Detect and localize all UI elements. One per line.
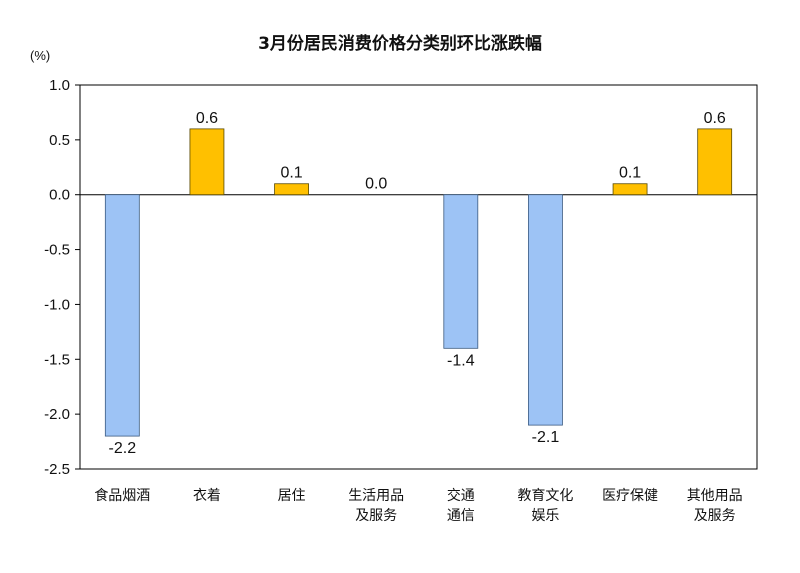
data-label: 0.6 [196,110,218,127]
data-label: 0.0 [365,176,387,193]
data-label: -2.2 [109,440,137,457]
data-label: 0.1 [280,165,302,182]
data-labels: -2.2 0.6 0.1 0.0 -1.4 -2.1 0.1 0.6 [109,110,726,457]
bar [443,194,479,349]
y-tick-label: -2.0 [44,406,70,423]
y-tick-label: -0.5 [44,242,70,259]
category-label: 医疗保健 [602,488,658,504]
y-tick-label: 0.0 [49,187,70,204]
category-label: 衣着 [193,488,221,504]
y-tick-label: -2.5 [44,461,70,478]
category-label: 通信 [447,508,475,524]
category-label: 及服务 [694,508,736,524]
chart-title: 3月份居民消费价格分类别环比涨跌幅 [258,33,542,54]
data-label: -2.1 [532,429,560,446]
bar-series [104,128,733,437]
bar [697,128,733,196]
bar [189,128,225,196]
y-tick-label: 1.0 [49,77,70,94]
plot-area-frame [79,84,758,470]
category-label: 其他用品 [687,488,743,504]
category-label: 及服务 [355,508,397,524]
category-label: 教育文化 [517,488,573,504]
y-axis-unit-label: (%) [30,48,50,63]
bar [104,194,140,437]
category-label: 娱乐 [531,508,559,524]
y-axis-ticks: 1.0 0.5 0.0 -0.5 -1.0 -1.5 -2.0 -2.5 [44,77,80,478]
category-label: 食品烟酒 [94,487,150,504]
data-label: 0.6 [704,110,726,127]
category-label: 交通 [447,487,475,504]
category-label: 生活用品 [348,488,404,504]
data-label: 0.1 [619,165,641,182]
y-tick-label: 0.5 [49,132,70,149]
y-tick-label: -1.5 [44,351,70,368]
bar [528,194,563,426]
data-label: -1.4 [447,352,475,369]
y-tick-label: -1.0 [44,296,70,313]
bar [612,183,648,196]
category-label: 居住 [278,488,306,504]
bar [274,183,309,196]
